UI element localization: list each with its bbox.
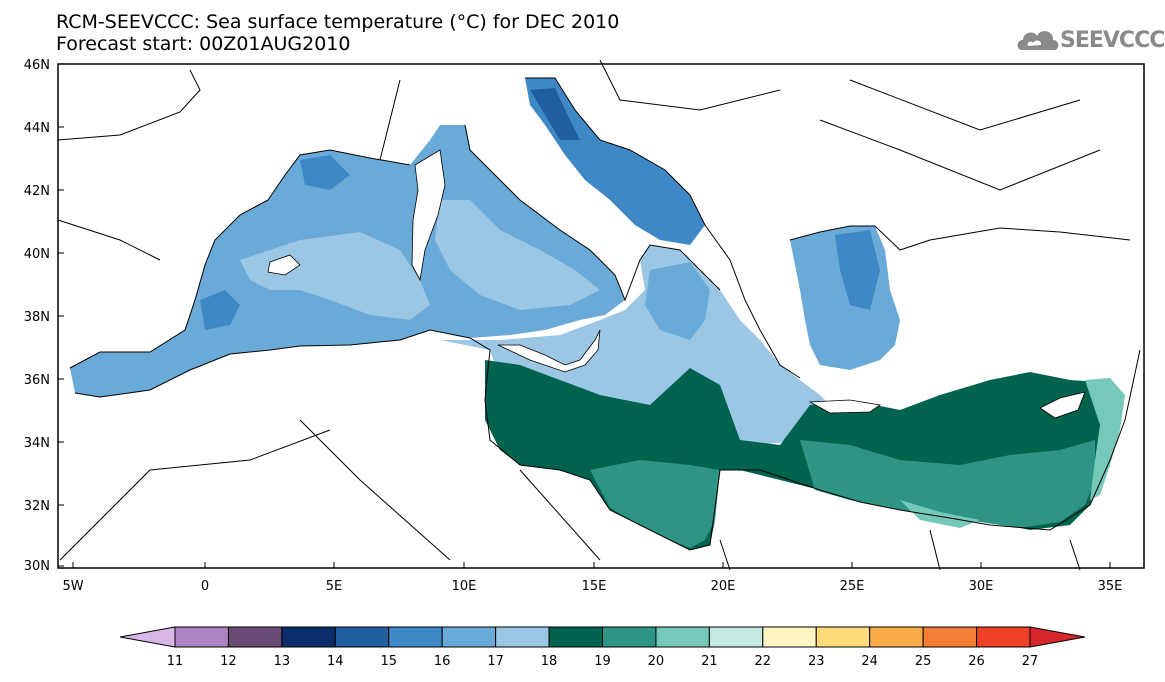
colorbar-label: 16 [434,654,451,669]
lon-tick: 10E [452,562,477,594]
colorbar-label: 11 [167,654,184,669]
lat-tick: 42N [24,184,64,199]
lat-tick-label: 34N [24,436,50,451]
lat-tick-label: 38N [24,310,50,325]
colorbar-swatch [869,626,924,648]
lon-tick-label: 25E [840,579,865,594]
colorbar-label: 19 [594,654,611,669]
lon-tick: 5E [326,562,343,594]
lat-tick-label: 36N [24,373,50,388]
lon-tick-label: 35E [1098,579,1123,594]
lat-tick-label: 32N [24,499,50,514]
colorbar-label: 25 [915,654,932,669]
cloud-icon [1017,31,1059,50]
colorbar-swatch [334,626,390,648]
lon-tick-label: 20E [711,579,736,594]
colorbar: 11 12 13 14 15 16 17 18 19 20 21 22 23 24 25 26 27 [119,626,1086,669]
lon-tick-label: 5W [62,579,83,594]
colorbar-swatch [441,626,497,648]
colorbar-swatch [281,626,336,648]
map-title: RCM-SEEVCCC: Sea surface temperature (°C… [56,11,620,33]
colorbar-swatch [655,626,710,648]
lat-tick-label: 42N [24,184,50,199]
colorbar-label: 21 [701,654,718,669]
lon-tick: 20E [711,562,736,594]
colorbar-swatch [227,626,283,648]
colorbar-label: 12 [220,654,237,669]
lat-tick: 30N [24,559,64,574]
longitude-axis: 5W 0 5E 10E 15E 20E 25E 30E 35E [62,562,1122,594]
colorbar-label: 26 [968,654,985,669]
lon-tick-label: 0 [201,579,209,594]
lon-tick: 35E [1098,562,1123,594]
lon-tick-label: 10E [452,579,477,594]
colorbar-swatch [708,626,764,648]
sea-temperature-field [70,78,1125,550]
lat-tick: 32N [24,499,64,514]
latitude-axis: 46N 44N 42N 40N 38N 36N 34N 32N 30N [24,58,64,574]
colorbar-swatch [388,626,443,648]
lat-tick: 36N [24,373,64,388]
colorbar-label: 17 [487,654,504,669]
lat-tick-label: 44N [24,121,50,136]
colorbar-min-arrow [119,626,176,648]
lat-tick-label: 30N [24,559,50,574]
colorbar-label: 18 [541,654,558,669]
colorbar-swatch [976,626,1031,648]
colorbar-swatch [922,626,978,648]
logo-text: SEEVCCC [1060,28,1165,53]
colorbar-swatch [548,626,603,648]
colorbar-swatch [815,626,871,648]
colorbar-label: 23 [808,654,825,669]
colorbar-label: 24 [861,654,878,669]
colorbar-swatch [174,626,229,648]
lat-tick: 38N [24,310,64,325]
lat-tick-label: 46N [24,58,50,73]
colorbar-label: 27 [1022,654,1039,669]
lon-tick: 30E [969,562,994,594]
map-subtitle: Forecast start: 00Z01AUG2010 [56,33,351,55]
colorbar-swatch [762,626,817,648]
lon-tick-label: 15E [582,579,607,594]
lat-tick: 44N [24,121,64,136]
lat-tick: 34N [24,436,64,451]
lat-tick: 40N [24,247,64,262]
lon-tick: 15E [582,562,607,594]
colorbar-swatch [602,626,657,648]
lat-tick-label: 40N [24,247,50,262]
colorbar-label: 22 [755,654,772,669]
coastlines [57,59,1141,571]
colorbar-swatch [495,626,550,648]
lon-tick: 5W [62,562,84,594]
lon-tick: 0 [201,562,209,594]
colorbar-label: 15 [380,654,397,669]
lon-tick-label: 30E [969,579,994,594]
colorbar-max-arrow [1029,626,1086,648]
seevccc-logo: SEEVCCC [1016,22,1165,62]
colorbar-label: 14 [327,654,344,669]
lon-tick-label: 5E [326,579,343,594]
colorbar-label: 20 [648,654,665,669]
colorbar-label: 13 [274,654,291,669]
lon-tick: 25E [840,562,865,594]
lat-tick: 46N [24,58,64,73]
